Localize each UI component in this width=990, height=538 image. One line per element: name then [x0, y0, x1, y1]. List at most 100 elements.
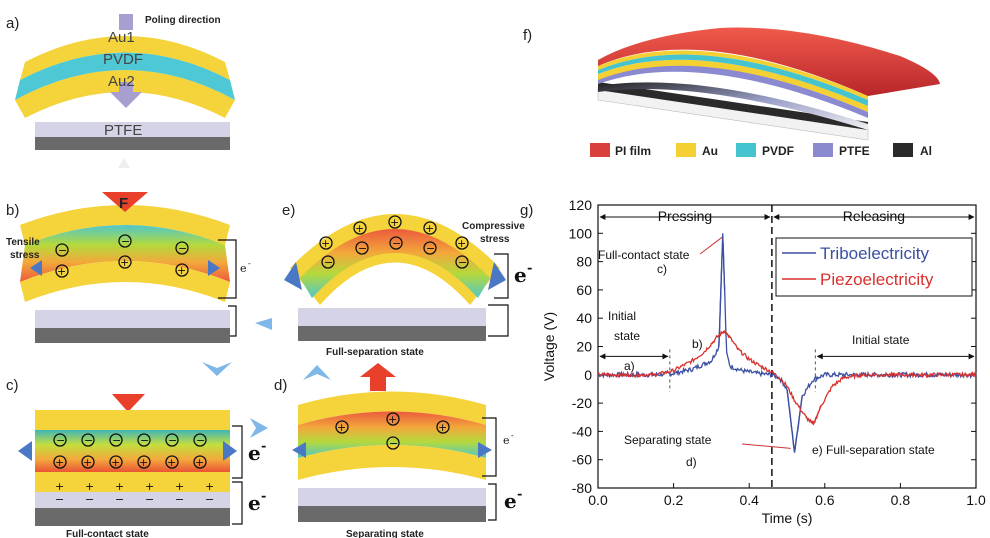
- svg-text:−: −: [121, 235, 130, 248]
- svg-text:+: +: [177, 264, 186, 277]
- panel-b-label: b): [6, 202, 19, 219]
- pointer-separating: [741, 443, 791, 449]
- e-al: [298, 326, 486, 341]
- y-tick-label: -80: [572, 480, 592, 496]
- b-circuit-upper: [218, 239, 237, 299]
- svg-text:+: +: [83, 456, 92, 469]
- legend-swatch-pi-film: [590, 143, 610, 157]
- svg-text:+: +: [390, 216, 399, 229]
- panel-f-label: f): [523, 27, 532, 44]
- e-arrow-left-icon: [284, 262, 302, 290]
- legend-swatch-au: [676, 143, 696, 157]
- svg-text:+: +: [337, 421, 346, 434]
- series-lines: [597, 233, 977, 453]
- b-bottom-au: [20, 261, 230, 302]
- d-bottom-au: [298, 445, 486, 480]
- svg-text:−: −: [84, 434, 93, 447]
- c-electron-lower: e: [248, 491, 261, 515]
- legend-swatch-al: [893, 143, 913, 157]
- c-caption: Full-contact state: [66, 529, 149, 538]
- svg-text:−: −: [56, 434, 65, 447]
- legend-box: [775, 237, 973, 297]
- c-surface-charges: + + + + + +: [55, 480, 214, 493]
- x-axis-label: Time (s): [762, 510, 813, 526]
- svg-text:−: −: [112, 434, 121, 447]
- svg-text:+: +: [195, 456, 204, 469]
- svg-text:+: +: [57, 265, 66, 278]
- svg-text:+: +: [139, 456, 148, 469]
- panel-c: c) − − − − − − + + + + + + + + + + + + − − − − − −: [6, 377, 266, 538]
- y-tick-label: 100: [569, 225, 593, 241]
- svg-text:+: +: [120, 256, 129, 269]
- svg-text:+: +: [355, 222, 364, 235]
- flow-arrow-d-to-e-icon: [303, 365, 331, 380]
- c-arrow-left-icon: [18, 441, 32, 461]
- au1-layer: [20, 36, 230, 80]
- annotation-0: Full-contact state: [598, 248, 690, 262]
- c-ptfe-charges: − − − − − −: [55, 493, 214, 506]
- svg-text:+: +: [425, 222, 434, 235]
- series-trough-piezoelectricity: [805, 405, 822, 426]
- svg-text:+: +: [85, 480, 94, 493]
- flow-arrow-c-to-d-icon: [250, 418, 268, 438]
- d-al: [298, 506, 486, 522]
- svg-text:−: −: [140, 434, 149, 447]
- c-al: [35, 508, 230, 526]
- d-up-arrow-shaft: [370, 375, 386, 391]
- d-electron-upper: e: [503, 434, 510, 447]
- annotation-6: Initial state: [852, 333, 910, 347]
- tensile-label-line2: stress: [10, 250, 40, 261]
- d-up-arrow-icon: [360, 363, 396, 377]
- svg-text:+: +: [55, 456, 64, 469]
- c-electron-lower-sup: -: [261, 489, 266, 504]
- d-ptfe: [298, 488, 486, 506]
- x-tick-label: 0.2: [664, 492, 684, 508]
- annotation-4: a): [624, 359, 635, 373]
- e-caption: Full-separation state: [326, 347, 424, 358]
- annotation-2: Initial: [608, 309, 636, 323]
- annotation-1: c): [657, 262, 667, 276]
- legend-label-pi-film: PI film: [615, 144, 651, 158]
- y-tick-label: 0: [584, 367, 592, 383]
- svg-text:−: −: [178, 242, 187, 255]
- svg-text:+: +: [438, 421, 447, 434]
- svg-text:−: −: [205, 493, 214, 506]
- annotation-8: d): [686, 455, 697, 469]
- compressive-label-line2: stress: [480, 234, 510, 245]
- x-tick-label: 1.0: [966, 492, 986, 508]
- d-electron-lower-sup: -: [517, 487, 522, 502]
- ptfe-layer: [35, 122, 230, 137]
- legend-label-au: Au: [702, 144, 718, 158]
- svg-text:+: +: [55, 480, 64, 493]
- c-circuit-upper: [232, 425, 243, 479]
- poling-arrow-head: [110, 92, 142, 108]
- b-electron-label: e: [240, 262, 247, 275]
- svg-text:−: −: [85, 493, 94, 506]
- svg-text:−: −: [324, 256, 333, 269]
- svg-text:+: +: [145, 480, 154, 493]
- x-tick-label: 0.8: [891, 492, 911, 508]
- svg-text:+: +: [167, 456, 176, 469]
- y-tick-label: 80: [576, 254, 592, 270]
- svg-text:+: +: [175, 480, 184, 493]
- svg-text:−: −: [389, 437, 398, 450]
- panel-b: b) F Tensile stress − − − + + + e -: [6, 192, 251, 343]
- panel-d-label: d): [274, 377, 287, 394]
- b-al: [35, 328, 230, 343]
- pvdf-label: PVDF: [103, 51, 143, 68]
- y-tick-label: -60: [572, 452, 592, 468]
- svg-text:+: +: [111, 456, 120, 469]
- poling-arrow-shaft: [119, 82, 133, 92]
- poling-arrow-tail: [119, 14, 133, 30]
- series-trough-triboelectricity: [786, 388, 803, 453]
- f-al-layer: [598, 82, 868, 130]
- force-label: F: [119, 195, 128, 212]
- svg-text:−: −: [55, 493, 64, 506]
- f-pi-film: [598, 27, 940, 96]
- panel-a-label: a): [6, 15, 19, 32]
- svg-text:+: +: [205, 480, 214, 493]
- svg-text:+: +: [388, 413, 397, 426]
- y-axis-label: Voltage (V): [541, 312, 557, 381]
- legend-swatch-pvdf: [736, 143, 756, 157]
- phase-markers: Pressing Releasing: [599, 205, 975, 488]
